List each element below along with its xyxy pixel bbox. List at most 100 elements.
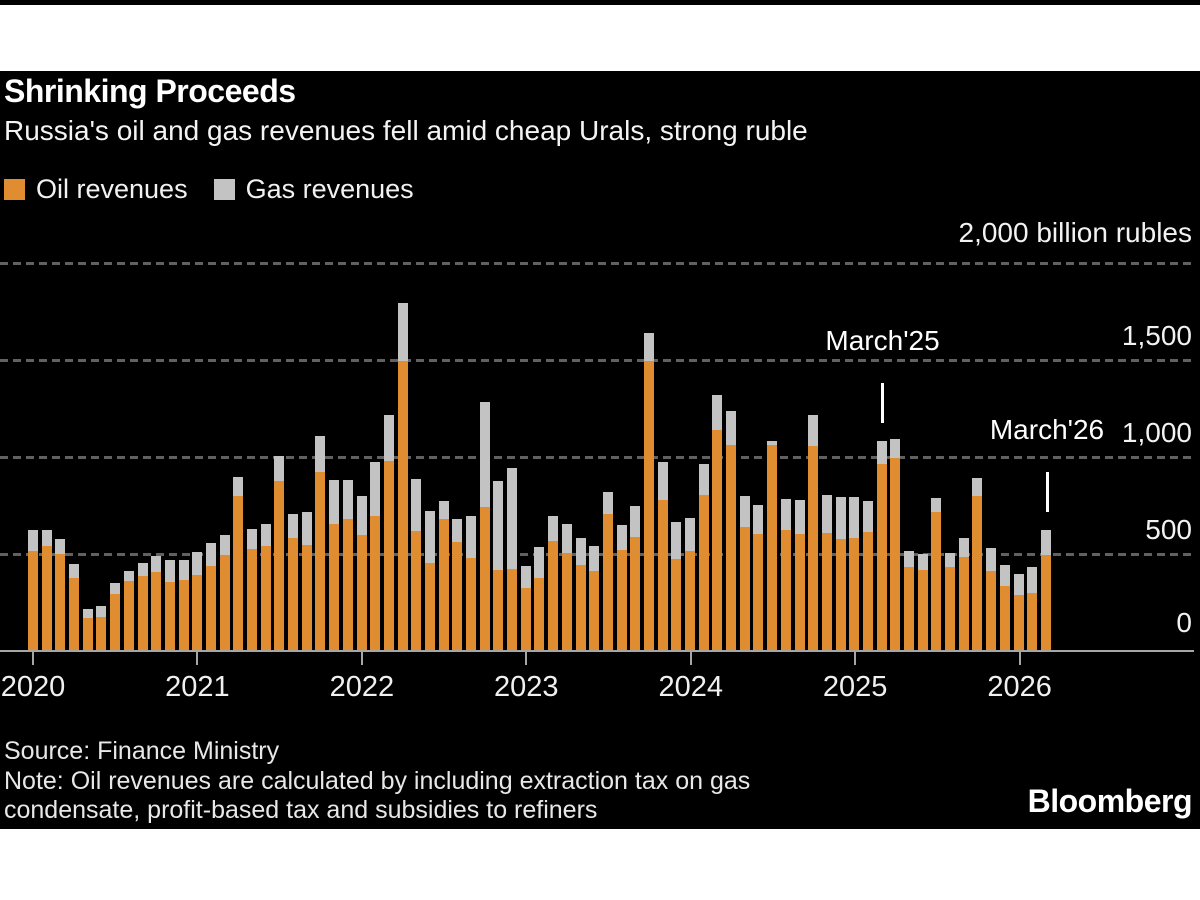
bar-dec-2023 <box>671 521 682 650</box>
oil-segment <box>41 545 52 650</box>
bar-dec-2022 <box>507 467 518 650</box>
oil-segment <box>411 530 422 650</box>
bar-apr-2020 <box>69 563 80 650</box>
oil-segment <box>178 579 189 650</box>
gas-segment <box>876 440 887 464</box>
oil-segment <box>849 538 860 650</box>
bar-dec-2021 <box>342 479 353 650</box>
bar-jan-2026 <box>1013 574 1024 650</box>
bar-nov-2022 <box>493 481 504 650</box>
oil-segment <box>917 570 928 650</box>
oil-segment <box>808 446 819 650</box>
bar-feb-2022 <box>370 462 381 650</box>
gas-segment <box>507 467 518 569</box>
oil-segment <box>507 568 518 650</box>
bar-jul-2022 <box>438 500 449 650</box>
gas-segment <box>233 476 244 497</box>
oil-segment <box>671 558 682 650</box>
gas-segment <box>41 530 52 546</box>
legend: Oil revenues Gas revenues <box>4 174 414 205</box>
gas-segment <box>575 538 586 566</box>
x-axis-label-2020: 2020 <box>0 671 66 703</box>
gas-segment <box>55 539 66 554</box>
gridline-1000 <box>0 456 1194 459</box>
oil-segment <box>986 571 997 650</box>
bar-aug-2025 <box>945 553 956 650</box>
gas-segment <box>712 394 723 430</box>
bar-sep-2021 <box>301 511 312 650</box>
oil-segment <box>794 534 805 650</box>
gas-segment <box>1013 574 1024 596</box>
bar-oct-2024 <box>808 415 819 650</box>
bar-jul-2020 <box>110 582 121 650</box>
bar-jan-2022 <box>356 495 367 650</box>
bar-aug-2021 <box>288 514 299 650</box>
bar-jun-2024 <box>753 504 764 650</box>
bar-may-2022 <box>411 478 422 650</box>
gas-segment <box>329 479 340 525</box>
bar-jan-2023 <box>520 565 531 650</box>
bar-mar-2026 <box>1040 529 1051 650</box>
x-tick-2025 <box>854 652 857 665</box>
x-axis-label-2022: 2022 <box>329 671 395 703</box>
oil-segment <box>548 541 559 650</box>
gas-segment <box>849 497 860 539</box>
gas-segment <box>548 516 559 542</box>
x-axis-label-2025: 2025 <box>822 671 888 703</box>
gas-segment <box>342 479 353 520</box>
gas-segment <box>685 518 695 552</box>
oil-segment <box>96 617 107 650</box>
gas-segment <box>821 494 832 534</box>
bar-sep-2025 <box>958 537 969 650</box>
bar-dec-2025 <box>999 564 1010 650</box>
bar-aug-2024 <box>780 499 791 650</box>
bar-feb-2023 <box>534 547 545 650</box>
bar-jan-2021 <box>192 552 203 650</box>
bar-nov-2020 <box>164 560 175 650</box>
gas-segment <box>904 550 914 567</box>
bar-nov-2024 <box>821 494 832 650</box>
source-text: Source: Finance Ministry <box>4 737 280 765</box>
oil-segment <box>821 533 832 650</box>
gas-segment <box>917 553 928 571</box>
bar-aug-2020 <box>123 570 134 650</box>
bar-jun-2025 <box>917 553 928 650</box>
gas-segment <box>534 547 545 579</box>
oil-segment <box>274 481 285 650</box>
oil-segment <box>1040 554 1051 650</box>
note-text: Note: Oil revenues are calculated by inc… <box>4 767 750 825</box>
bar-apr-2025 <box>890 439 901 650</box>
oil-segment <box>862 532 873 650</box>
bar-nov-2023 <box>657 462 668 650</box>
gas-segment <box>356 495 367 535</box>
oil-segment <box>945 566 956 650</box>
x-axis-label-2021: 2021 <box>165 671 230 703</box>
bar-mar-2020 <box>55 539 66 650</box>
gas-segment <box>657 462 668 500</box>
gas-segment <box>178 560 189 580</box>
chart-title: Shrinking Proceeds <box>4 73 296 109</box>
gridline-1500 <box>0 359 1194 362</box>
oil-segment <box>424 563 435 650</box>
gas-segment <box>1040 529 1051 555</box>
bar-sep-2020 <box>137 562 148 650</box>
legend-label-gas: Gas revenues <box>245 174 414 204</box>
x-tick-2020 <box>32 652 34 665</box>
x-tick-2026 <box>1018 652 1021 665</box>
bar-aug-2023 <box>616 524 627 650</box>
oil-segment <box>780 530 791 650</box>
oil-segment <box>876 463 887 650</box>
gas-segment <box>137 562 148 576</box>
oil-segment <box>192 574 203 650</box>
gas-segment <box>780 499 791 531</box>
oil-segment <box>82 617 93 650</box>
gas-segment <box>493 481 504 570</box>
bar-jan-2025 <box>849 497 860 650</box>
bar-mar-2025 <box>876 440 887 650</box>
gas-segment <box>288 514 299 539</box>
oil-segment <box>397 360 408 650</box>
gas-segment <box>424 510 435 564</box>
gas-segment <box>205 542 216 566</box>
gas-segment <box>753 504 764 534</box>
oil-segment <box>589 570 600 650</box>
